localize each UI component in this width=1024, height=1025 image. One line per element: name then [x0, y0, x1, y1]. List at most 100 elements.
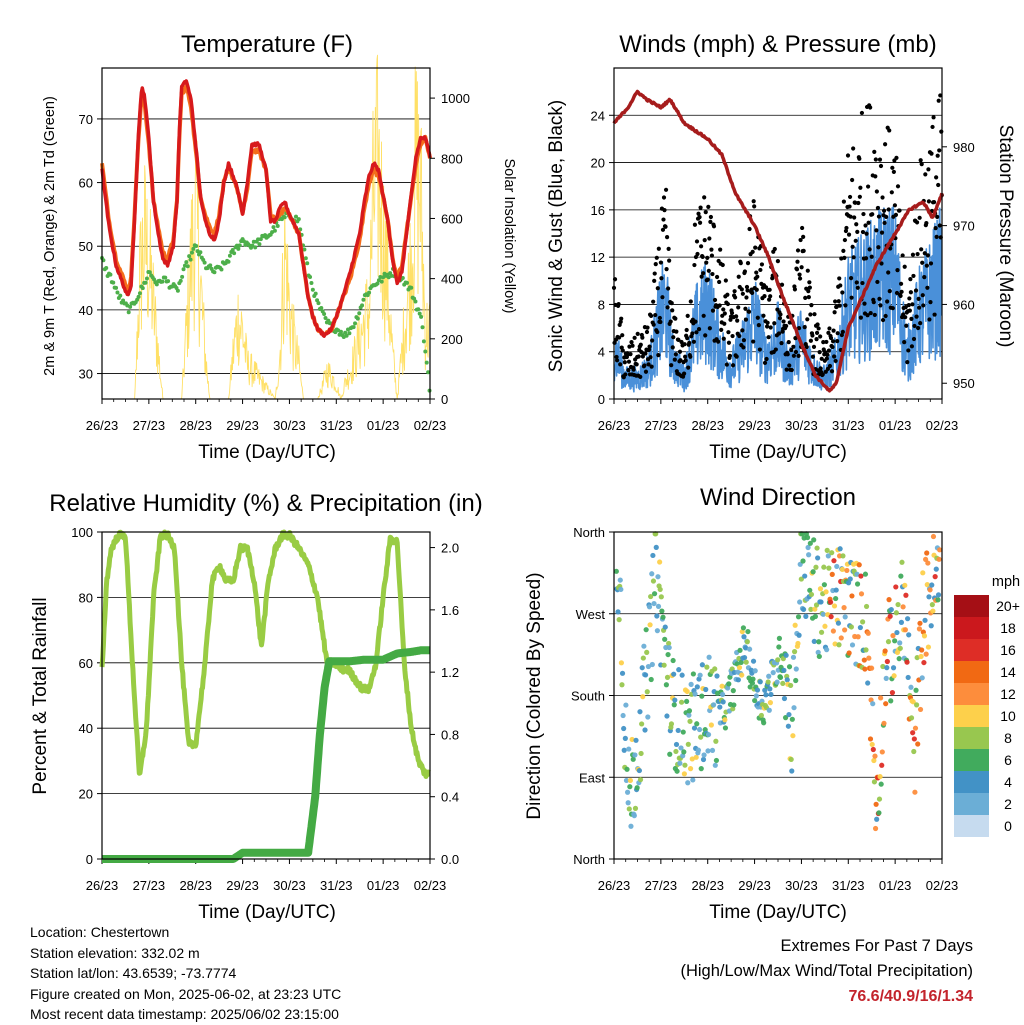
gust-point — [857, 194, 862, 199]
gust-point — [875, 205, 880, 211]
gust-point — [722, 321, 727, 326]
x-tick-label: 29/23 — [226, 878, 259, 893]
gust-point — [785, 352, 790, 357]
dewpoint-point — [375, 281, 380, 286]
gust-point — [854, 222, 859, 227]
gust-point — [882, 220, 887, 226]
dewpoint-point — [319, 305, 324, 310]
gust-point — [703, 209, 708, 215]
gust-point — [820, 372, 825, 377]
direction-point — [807, 540, 813, 546]
dewpoint-point — [208, 263, 213, 268]
gust-point — [670, 308, 675, 313]
gust-point — [899, 289, 904, 294]
gust-point — [632, 335, 637, 340]
direction-point — [713, 757, 720, 764]
direction-point — [703, 686, 709, 693]
gust-point — [832, 310, 837, 315]
direction-point — [630, 756, 636, 762]
dewpoint-point — [194, 244, 199, 249]
x-axis-label: Time (Day/UTC) — [709, 902, 847, 923]
direction-point — [856, 562, 862, 568]
gust-point — [741, 345, 746, 350]
gust-point — [705, 255, 710, 260]
gust-point — [885, 299, 890, 304]
direction-point — [883, 675, 889, 681]
direction-point — [866, 655, 872, 661]
gust-point — [847, 194, 853, 200]
y-tick-label-right: 800 — [441, 151, 463, 166]
gust-point — [843, 303, 848, 308]
x-tick-label: 02/23 — [926, 878, 959, 893]
gust-point — [777, 316, 783, 321]
gust-point — [917, 215, 922, 220]
dewpoint-point — [184, 260, 189, 265]
direction-point — [719, 683, 725, 689]
direction-point — [690, 671, 696, 677]
direction-point — [869, 665, 875, 671]
dewpoint-point — [303, 256, 308, 261]
gust-point — [878, 303, 883, 308]
direction-point — [892, 638, 898, 644]
direction-point — [720, 699, 726, 705]
pressure-series-line — [612, 89, 944, 393]
direction-point — [705, 748, 711, 754]
gust-point — [616, 302, 621, 307]
dewpoint-point — [421, 339, 426, 344]
direction-point — [640, 655, 646, 661]
direction-point — [692, 691, 698, 697]
gust-point — [928, 261, 934, 266]
gust-point — [907, 308, 912, 313]
dewpoint-point — [400, 275, 405, 280]
direction-point — [739, 672, 745, 678]
direction-point — [913, 687, 919, 693]
direction-point — [684, 688, 690, 695]
y-axis-label: Percent & Total Rainfall — [30, 597, 51, 794]
gust-point — [740, 291, 745, 296]
gust-point — [754, 270, 759, 275]
direction-point — [923, 651, 929, 657]
gust-point — [688, 354, 693, 359]
direction-point — [741, 654, 748, 661]
gust-point — [642, 363, 647, 368]
y-tick-label: 24 — [591, 108, 605, 123]
direction-point — [828, 614, 834, 620]
direction-point — [625, 800, 631, 806]
gust-point — [808, 338, 813, 343]
dewpoint-point — [178, 278, 183, 283]
gust-point — [863, 256, 869, 261]
x-tick-label: 30/23 — [785, 418, 818, 433]
gust-point — [692, 262, 697, 268]
direction-point — [883, 701, 889, 707]
gust-point — [866, 184, 871, 189]
colorbar-swatch — [954, 595, 989, 617]
gust-point — [937, 223, 942, 228]
direction-point — [621, 747, 627, 753]
y-tick-label-right: 1.2 — [441, 665, 459, 680]
direction-point — [624, 789, 631, 795]
direction-point — [673, 741, 680, 748]
direction-point — [671, 702, 677, 708]
direction-point — [808, 591, 815, 598]
direction-point — [665, 651, 671, 658]
gust-point — [747, 226, 752, 232]
colorbar-label: 10 — [1000, 708, 1016, 724]
y-axis-label: 2m & 9m T (Red, Orange) & 2m Td (Green) — [42, 96, 58, 376]
direction-point — [870, 746, 876, 753]
x-tick-label: 26/23 — [598, 878, 631, 893]
gust-point — [702, 195, 707, 200]
direction-point — [935, 592, 942, 598]
direction-point — [865, 630, 871, 636]
dewpoint-point — [189, 250, 194, 255]
gust-point — [818, 366, 823, 371]
dewpoint-point — [128, 304, 133, 309]
gust-point — [817, 350, 822, 355]
direction-point — [831, 603, 838, 609]
direction-point — [858, 591, 865, 597]
dewpoint-point — [166, 279, 171, 284]
gust-point — [657, 315, 662, 321]
y-tick-label: 4 — [598, 345, 605, 360]
dewpoint-point — [253, 245, 258, 250]
gust-point — [764, 324, 770, 329]
colorbar-title: mph — [992, 574, 1020, 590]
